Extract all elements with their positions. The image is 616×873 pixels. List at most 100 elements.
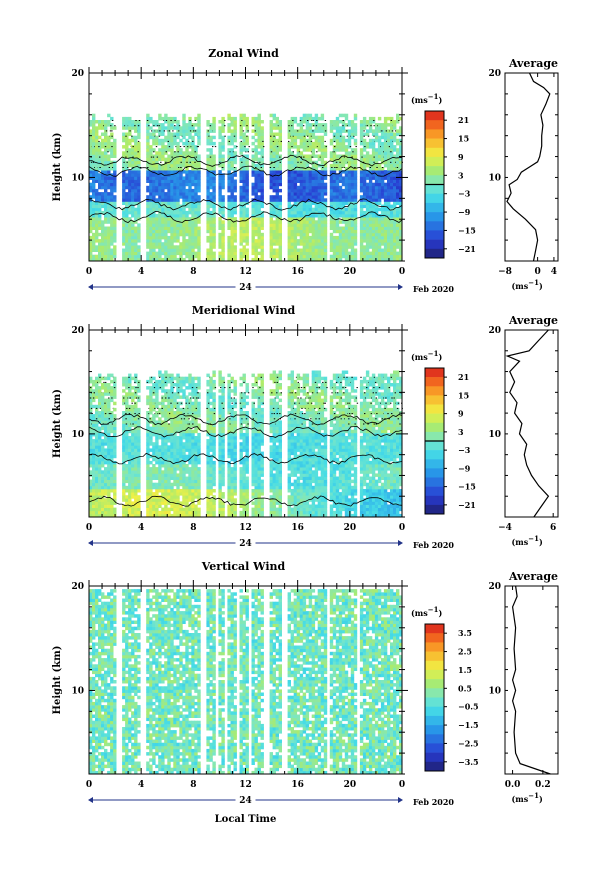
heatmap-cell (257, 257, 261, 262)
heatmap-cell (341, 113, 346, 118)
heatmap-cell (383, 188, 388, 193)
heatmap-cell (125, 245, 129, 249)
heatmap-cell (347, 251, 352, 256)
heatmap-cell (212, 160, 216, 165)
heatmap-cell (299, 195, 304, 199)
heatmap-cell (128, 126, 132, 130)
heatmap-cell (341, 235, 346, 240)
heatmap-cell (137, 479, 141, 484)
heatmap-cell (278, 163, 282, 168)
heatmap-cell (95, 173, 99, 177)
heatmap-cell (251, 173, 255, 177)
panel-1-colorbar-tick-label: 21 (458, 115, 469, 125)
contour-mark (172, 130, 174, 132)
heatmap-cell (101, 485, 105, 490)
heatmap-cell (245, 185, 249, 190)
heatmap-cell (98, 401, 102, 406)
heatmap-cell (188, 257, 192, 262)
heatmap-cell (185, 210, 189, 215)
heatmap-cell (101, 489, 105, 493)
heatmap-cell (308, 223, 313, 227)
heatmap-cell (122, 182, 126, 187)
heatmap-cell (188, 173, 192, 177)
heatmap-cell (206, 163, 210, 168)
heatmap-cell (125, 179, 129, 183)
heatmap-cell (155, 454, 159, 459)
heatmap-cell (122, 239, 126, 243)
heatmap-cell (380, 217, 385, 221)
heatmap-cell (167, 229, 171, 234)
heatmap-cell (95, 204, 99, 209)
heatmap-cell (380, 132, 385, 136)
heatmap-cell (191, 210, 195, 215)
heatmap-cell (158, 192, 162, 196)
heatmap-cell (95, 451, 99, 456)
heatmap-cell (149, 254, 153, 259)
heatmap-cell (95, 148, 99, 152)
heatmap-cell (329, 248, 334, 252)
heatmap-cell (396, 192, 400, 196)
heatmap-cell (128, 479, 132, 484)
heatmap-cell (399, 232, 403, 237)
heatmap-cell (176, 132, 180, 136)
heatmap-cell (188, 251, 192, 256)
contour-mark (272, 140, 275, 142)
heatmap-cell (128, 417, 132, 421)
heatmap-cell (92, 464, 96, 468)
heatmap-cell (320, 157, 325, 162)
heatmap-cell (104, 436, 108, 440)
heatmap-cell (113, 163, 117, 168)
heatmap-cell (107, 423, 111, 427)
heatmap-cell (194, 198, 198, 202)
heatmap-cell (185, 182, 189, 187)
heatmap-cell (377, 257, 382, 262)
heatmap-cell (383, 223, 388, 227)
heatmap-cell (257, 163, 261, 168)
heatmap-cell (146, 176, 150, 180)
heatmap-cell (278, 242, 282, 246)
heatmap-cell (305, 173, 310, 177)
heatmap-cell (152, 141, 156, 146)
heatmap-cell (167, 223, 171, 227)
heatmap-cell (269, 170, 273, 174)
heatmap-cell (221, 135, 225, 140)
heatmap-cell (149, 395, 153, 399)
heatmap-cell (350, 176, 355, 180)
heatmap-cell (176, 220, 180, 224)
heatmap-cell (245, 229, 249, 234)
heatmap-cell (137, 195, 141, 199)
contour-mark (138, 413, 140, 415)
heatmap-cell (155, 383, 159, 387)
heatmap-cell (134, 464, 138, 468)
heatmap-cell (155, 214, 159, 218)
contour-mark (322, 125, 324, 127)
heatmap-cell (311, 163, 316, 168)
panel-1-colorbar-segment (425, 166, 444, 176)
heatmap-cell (131, 210, 135, 215)
heatmap-cell (185, 192, 189, 196)
heatmap-cell (104, 229, 108, 234)
heatmap-cell (95, 198, 99, 202)
contour-mark (147, 167, 149, 168)
contour-mark (208, 135, 210, 137)
heatmap-cell (131, 507, 135, 512)
heatmap-cell (377, 126, 382, 130)
heatmap-cell (185, 167, 189, 171)
heatmap-cell (245, 188, 249, 193)
heatmap-cell (188, 179, 192, 183)
heatmap-cell (362, 248, 367, 252)
heatmap-cell (221, 229, 225, 234)
heatmap-cell (242, 207, 246, 212)
heatmap-cell (251, 248, 255, 252)
heatmap-cell (329, 179, 334, 183)
heatmap-cell (149, 501, 153, 505)
contour-mark (390, 151, 392, 153)
heatmap-cell (95, 504, 99, 508)
heatmap-cell (242, 232, 246, 237)
heatmap-cell (254, 248, 258, 252)
heatmap-cell (227, 245, 231, 249)
heatmap-cell (185, 232, 189, 237)
heatmap-cell (155, 207, 159, 212)
heatmap-cell (158, 188, 162, 193)
heatmap-cell (206, 141, 210, 146)
